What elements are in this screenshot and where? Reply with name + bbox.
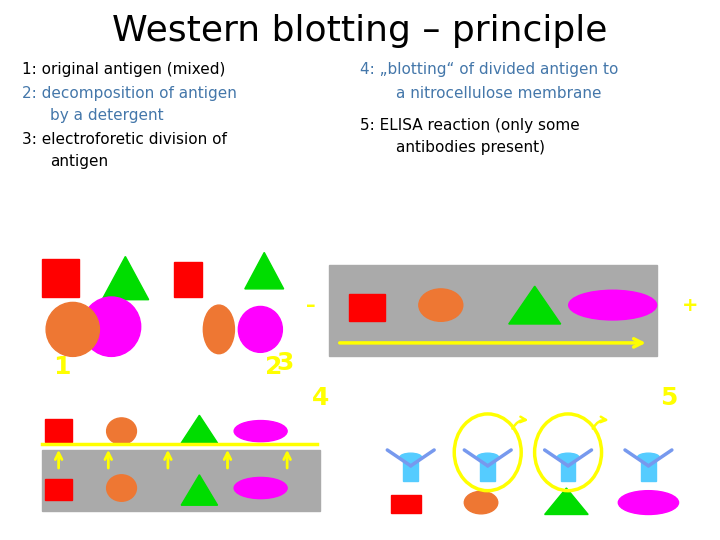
Text: 5: ELISA reaction (only some: 5: ELISA reaction (only some — [360, 118, 580, 133]
Bar — [329, 265, 657, 356]
Polygon shape — [544, 488, 588, 515]
Circle shape — [234, 477, 287, 498]
Text: Western blotting – principle: Western blotting – principle — [112, 14, 608, 48]
Text: 3: 3 — [276, 351, 294, 375]
Polygon shape — [181, 415, 217, 443]
Polygon shape — [102, 256, 149, 300]
Bar — [45, 479, 72, 500]
Circle shape — [400, 453, 422, 462]
Circle shape — [238, 307, 282, 353]
Ellipse shape — [464, 491, 498, 514]
Bar — [42, 259, 79, 297]
Bar — [480, 461, 495, 482]
Bar — [174, 262, 202, 297]
Text: by a detergent: by a detergent — [50, 108, 164, 123]
Bar — [391, 495, 420, 513]
Circle shape — [234, 421, 287, 442]
Bar — [403, 461, 418, 482]
Text: +: + — [683, 295, 699, 315]
Text: 4: 4 — [312, 386, 329, 410]
Bar — [45, 419, 72, 442]
Ellipse shape — [203, 305, 235, 354]
Circle shape — [557, 453, 579, 462]
Circle shape — [618, 491, 678, 515]
Circle shape — [477, 453, 499, 462]
Circle shape — [637, 453, 660, 462]
Polygon shape — [181, 475, 217, 505]
Bar — [561, 461, 575, 482]
Bar — [42, 450, 320, 510]
Text: 2: decomposition of antigen: 2: decomposition of antigen — [22, 86, 236, 102]
Text: –: – — [306, 295, 316, 315]
Circle shape — [46, 302, 99, 356]
Ellipse shape — [107, 475, 137, 501]
Text: 1: 1 — [53, 355, 71, 379]
Text: 5: 5 — [660, 386, 678, 410]
Ellipse shape — [419, 289, 463, 321]
Text: antigen: antigen — [50, 154, 109, 169]
Circle shape — [82, 297, 140, 356]
Text: 1: original antigen (mixed): 1: original antigen (mixed) — [22, 62, 225, 77]
Text: a nitrocellulose membrane: a nitrocellulose membrane — [396, 86, 601, 102]
Text: 3: electroforetic division of: 3: electroforetic division of — [22, 132, 227, 147]
Circle shape — [569, 291, 657, 320]
Text: antibodies present): antibodies present) — [396, 140, 545, 156]
Bar — [349, 294, 385, 321]
Polygon shape — [245, 253, 284, 289]
Bar — [641, 461, 656, 482]
Ellipse shape — [107, 418, 137, 444]
Text: 2: 2 — [265, 355, 282, 379]
Polygon shape — [509, 286, 561, 324]
Text: 4: „blotting“ of divided antigen to: 4: „blotting“ of divided antigen to — [360, 62, 618, 77]
